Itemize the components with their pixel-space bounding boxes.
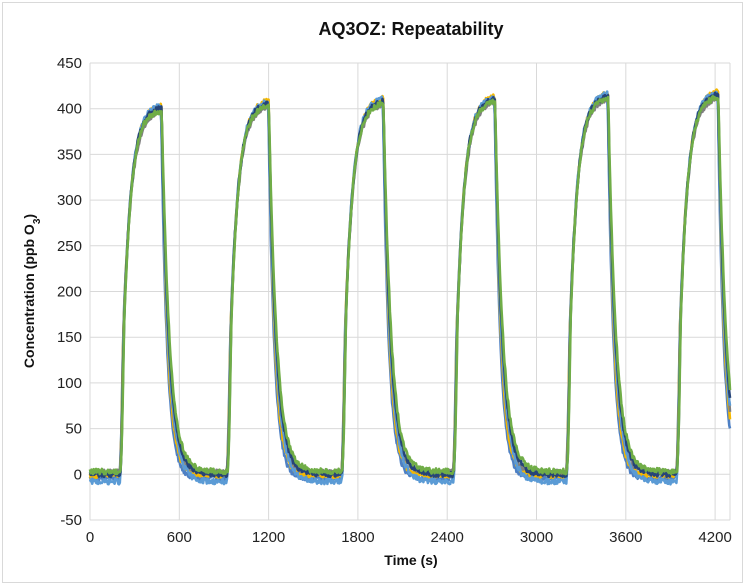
y-tick-label: 300 bbox=[57, 192, 82, 209]
y-tick-label: -50 bbox=[60, 512, 82, 529]
chart-title: AQ3OZ: Repeatability bbox=[318, 19, 503, 39]
series-line bbox=[88, 90, 732, 486]
x-tick-label: 2400 bbox=[431, 529, 464, 546]
x-tick-label: 600 bbox=[167, 529, 192, 546]
x-axis-title: Time (s) bbox=[384, 552, 437, 568]
chart-svg: AQ3OZ: Repeatability 450 400 350 300 250 200 1… bbox=[21, 19, 732, 568]
x-tick-label: 4200 bbox=[698, 529, 731, 546]
y-tick-label: 50 bbox=[65, 421, 82, 438]
x-tick-label: 1800 bbox=[341, 529, 374, 546]
gridlines bbox=[89, 62, 731, 521]
x-tick-label: 0 bbox=[86, 529, 94, 546]
series-line bbox=[88, 88, 732, 480]
x-tick-label: 1200 bbox=[252, 529, 285, 546]
y-tick-label: 150 bbox=[57, 329, 82, 346]
x-tick-label: 3600 bbox=[609, 529, 642, 546]
series-line bbox=[88, 95, 732, 476]
y-tick-label: 0 bbox=[74, 466, 82, 483]
series-line bbox=[89, 94, 732, 477]
x-tick-label: 3000 bbox=[520, 529, 553, 546]
series-layer bbox=[88, 88, 732, 486]
y-tick-label: 350 bbox=[57, 146, 82, 163]
y-tick-label: 250 bbox=[57, 238, 82, 255]
y-axis-title: Concentration (ppb O3) bbox=[21, 214, 43, 368]
y-tick-label: 200 bbox=[57, 284, 82, 301]
y-tick-label: 450 bbox=[57, 55, 82, 72]
y-tick-label: 400 bbox=[57, 101, 82, 118]
series-line bbox=[88, 91, 732, 479]
svg-text:Concentration (ppb O3): Concentration (ppb O3) bbox=[21, 214, 43, 368]
series-line bbox=[88, 90, 732, 482]
y-tick-label: 100 bbox=[57, 375, 82, 392]
